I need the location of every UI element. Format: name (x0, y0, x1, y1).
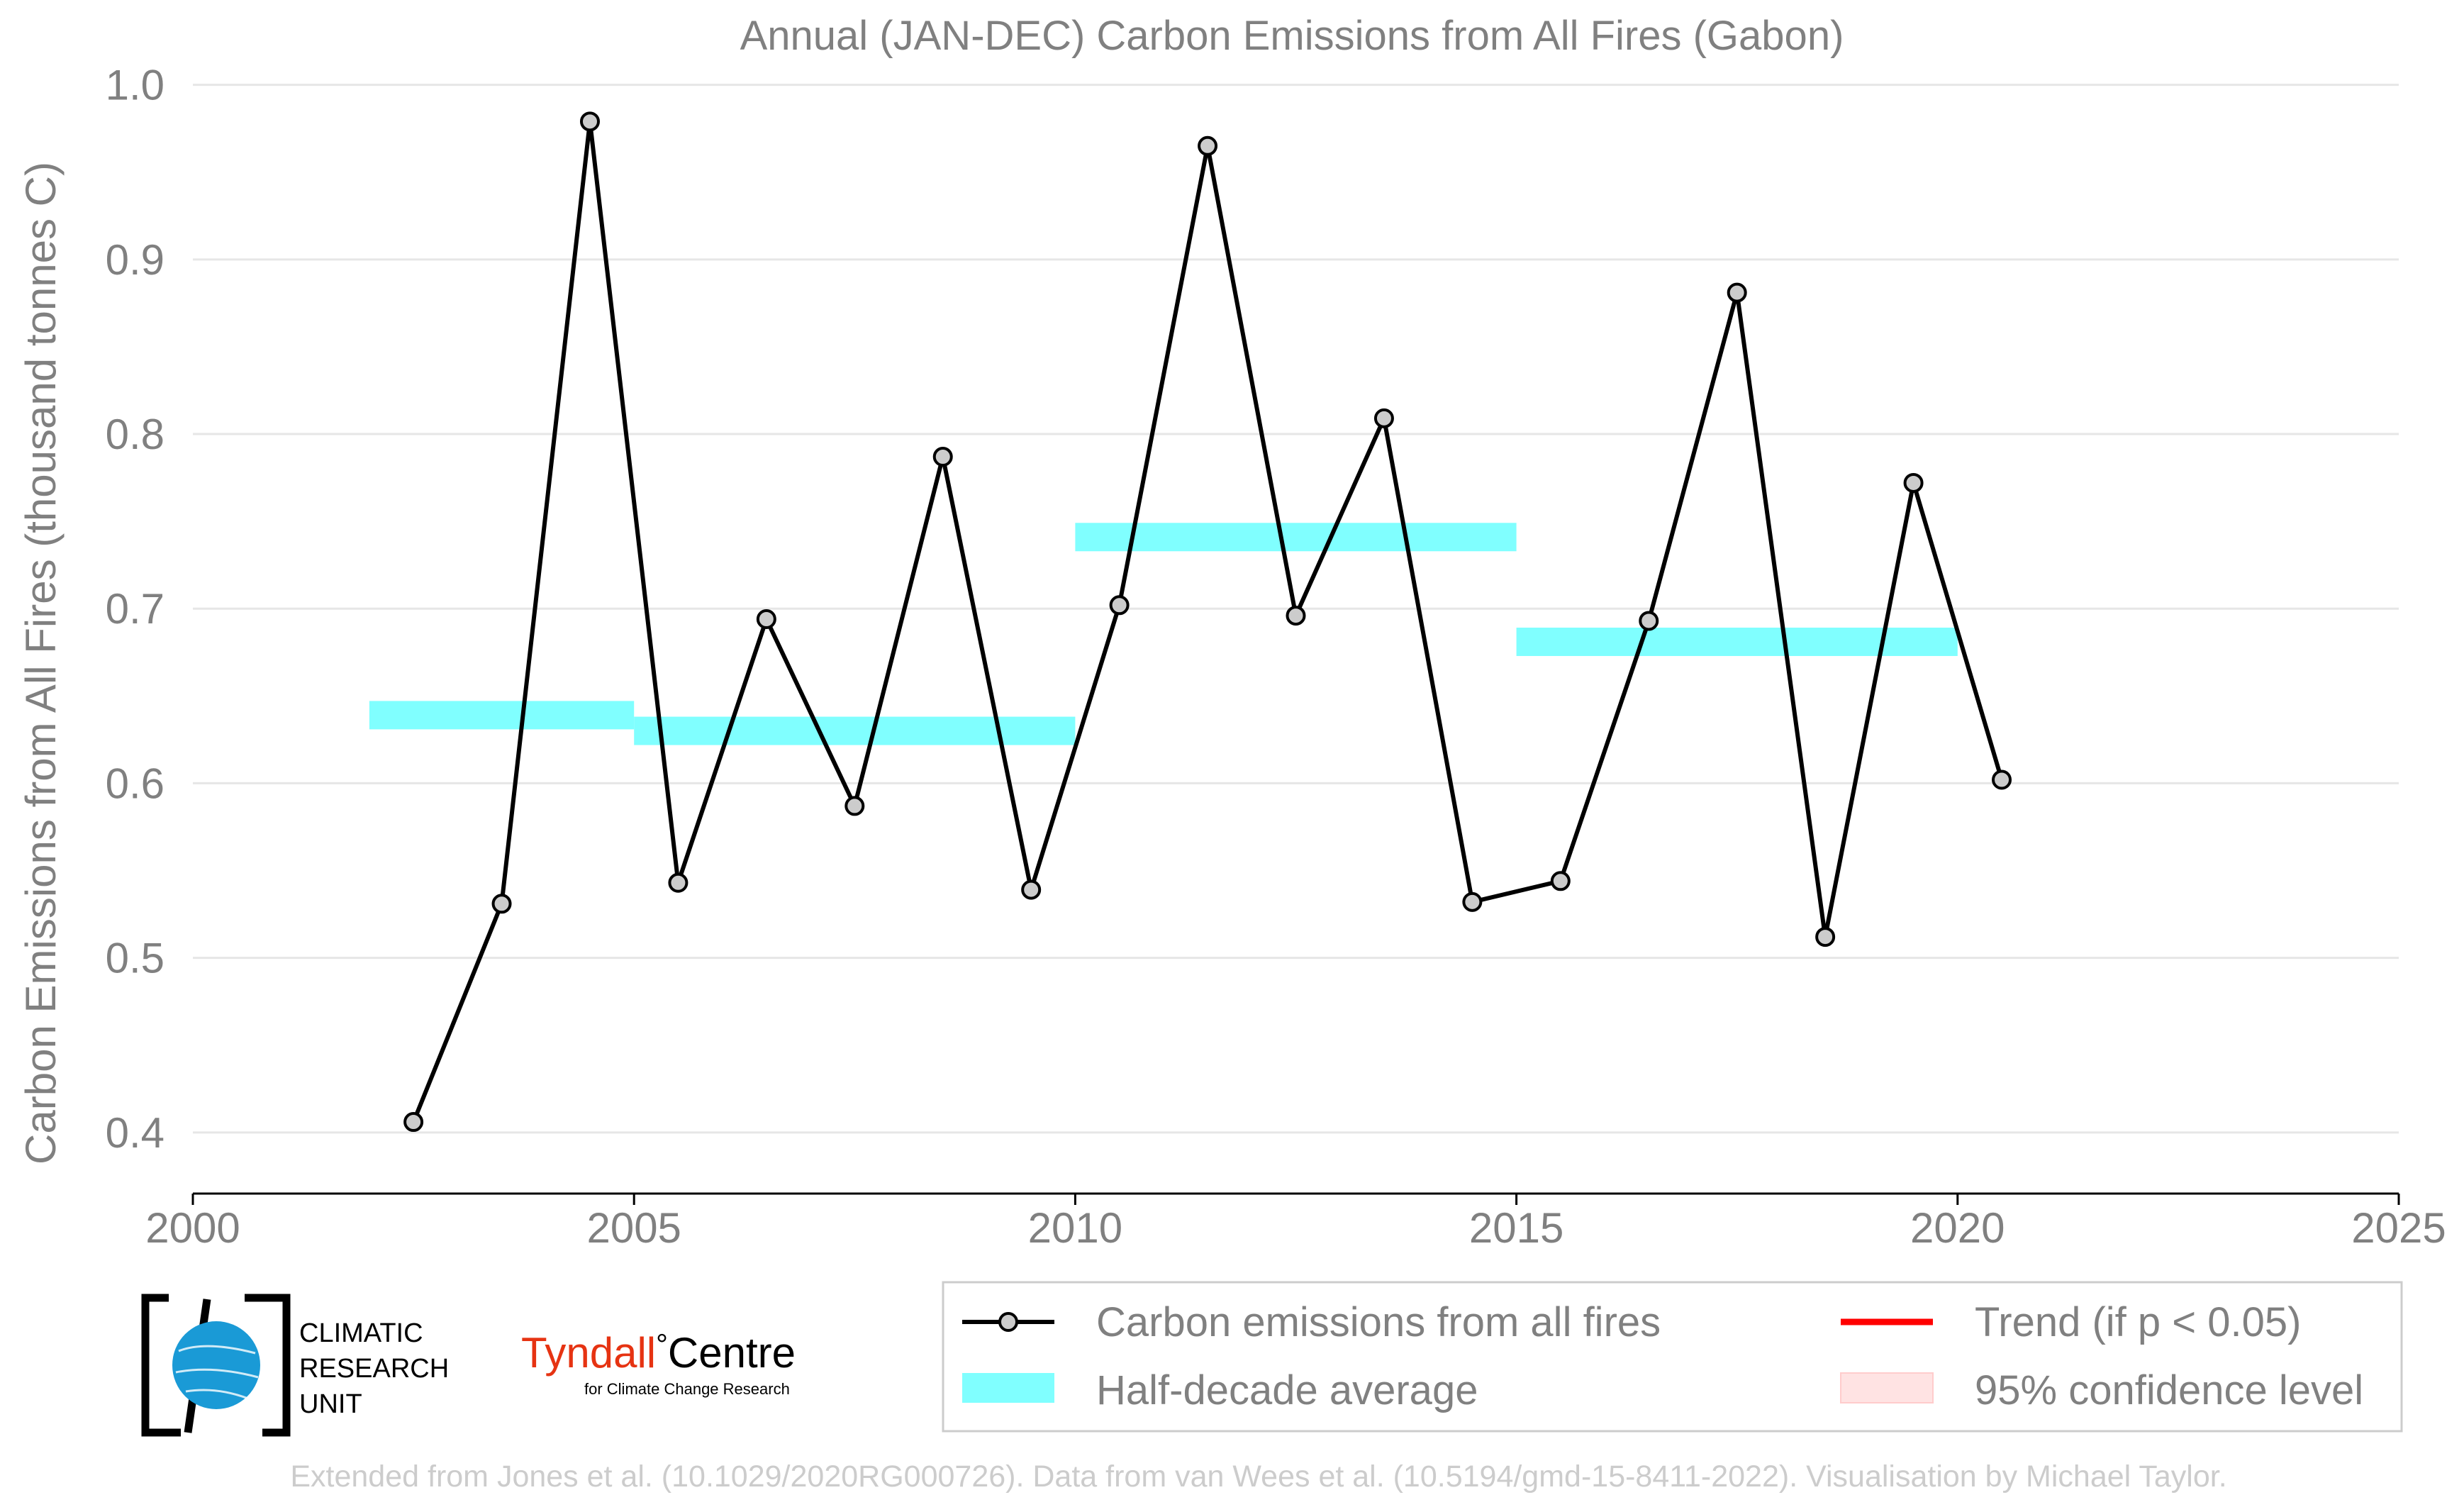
tyndall-degree: ° (656, 1328, 668, 1361)
y-tick-label: 0.6 (106, 760, 165, 807)
y-tick-label: 0.4 (106, 1109, 165, 1157)
half-decade-bar (1075, 523, 1517, 552)
x-tick-label: 2000 (145, 1204, 240, 1252)
x-tick-label: 2005 (586, 1204, 681, 1252)
legend-patch-half-decade (962, 1373, 1054, 1403)
legend-item-emissions: Carbon emissions from all fires (962, 1299, 1661, 1345)
data-point (1815, 927, 1836, 947)
y-gridlines (193, 84, 2399, 1134)
globe-contours (175, 1345, 259, 1400)
data-point (403, 1112, 424, 1133)
y-tick-labels: 0.4 0.5 0.6 0.7 0.8 0.9 1.0 (106, 62, 165, 1157)
chart-title: Annual (JAN-DEC) Carbon Emissions from A… (740, 13, 1844, 59)
data-point (1373, 408, 1394, 428)
tyndall-centre: Centre (668, 1329, 796, 1377)
legend-item-trend: Trend (if p < 0.05) (1841, 1299, 2301, 1345)
half-decade-bar (1516, 628, 1958, 657)
legend-label-trend: Trend (if p < 0.05) (1975, 1299, 2301, 1345)
tyndall-logo: Tyndall°Centre for Climate Change Resear… (521, 1328, 796, 1398)
data-point (579, 111, 600, 132)
data-point (1198, 135, 1218, 156)
x-tick-label: 2015 (1469, 1204, 1563, 1252)
tyndall-subtitle: for Climate Change Research (584, 1380, 790, 1398)
half-decade-bar (634, 716, 1076, 745)
footer-credit: Extended from Jones et al. (10.1029/2020… (290, 1460, 2226, 1494)
legend-marker-emissions (998, 1312, 1018, 1332)
x-tick-label: 2010 (1028, 1204, 1122, 1252)
legend-patch-confidence (1840, 1372, 1934, 1403)
series-carbon-emissions (403, 111, 2012, 1133)
data-point (844, 796, 865, 816)
cru-logo: CLIMATIC RESEARCH UNIT (141, 1294, 449, 1437)
y-tick-label: 0.7 (106, 585, 165, 633)
data-point (1286, 606, 1306, 626)
legend-label-confidence: 95% confidence level (1975, 1367, 2363, 1413)
globe-icon (172, 1321, 260, 1409)
y-tick-label: 0.5 (106, 935, 165, 982)
tyndall-wordmark: Tyndall°Centre (521, 1328, 796, 1377)
data-point (1727, 282, 1747, 303)
y-tick-label: 1.0 (106, 62, 165, 109)
legend-label-emissions: Carbon emissions from all fires (1096, 1299, 1661, 1345)
data-point (1109, 595, 1130, 616)
legend-item-half-decade: Half-decade average (962, 1367, 1478, 1413)
data-point (668, 872, 689, 893)
cru-bracket-left (141, 1294, 181, 1437)
data-point (1903, 472, 1924, 493)
x-tick-label: 2025 (2351, 1204, 2446, 1252)
half-decade-average-bars (369, 523, 1958, 745)
data-point (1639, 611, 1659, 631)
series-line (411, 119, 2004, 1123)
cru-bracket-right (245, 1294, 291, 1437)
cru-text-line1: CLIMATIC (299, 1318, 423, 1348)
data-point (1021, 879, 1042, 900)
data-point (756, 608, 776, 629)
data-point (1992, 769, 2012, 790)
legend-item-confidence: 95% confidence level (1840, 1367, 2363, 1413)
data-point (1462, 891, 1483, 912)
x-tick-label: 2020 (1910, 1204, 2005, 1252)
legend-frame (942, 1281, 2403, 1433)
legend: Carbon emissions from all fires Trend (i… (942, 1281, 2403, 1433)
data-point (1550, 871, 1571, 891)
x-axis-ticks: 2000 2005 2010 2015 2020 2025 (145, 1194, 2446, 1252)
y-axis-label: Carbon Emissions from All Fires (thousan… (17, 162, 65, 1164)
half-decade-bar (369, 701, 635, 730)
data-point (932, 447, 953, 467)
tyndall-name: Tyndall (521, 1329, 656, 1377)
legend-label-half-decade: Half-decade average (1096, 1367, 1478, 1413)
y-tick-label: 0.8 (106, 411, 165, 458)
cru-text-line2: RESEARCH (299, 1354, 449, 1384)
cru-text-line3: UNIT (299, 1389, 362, 1419)
y-tick-label: 0.9 (106, 236, 165, 284)
data-point (491, 894, 512, 914)
